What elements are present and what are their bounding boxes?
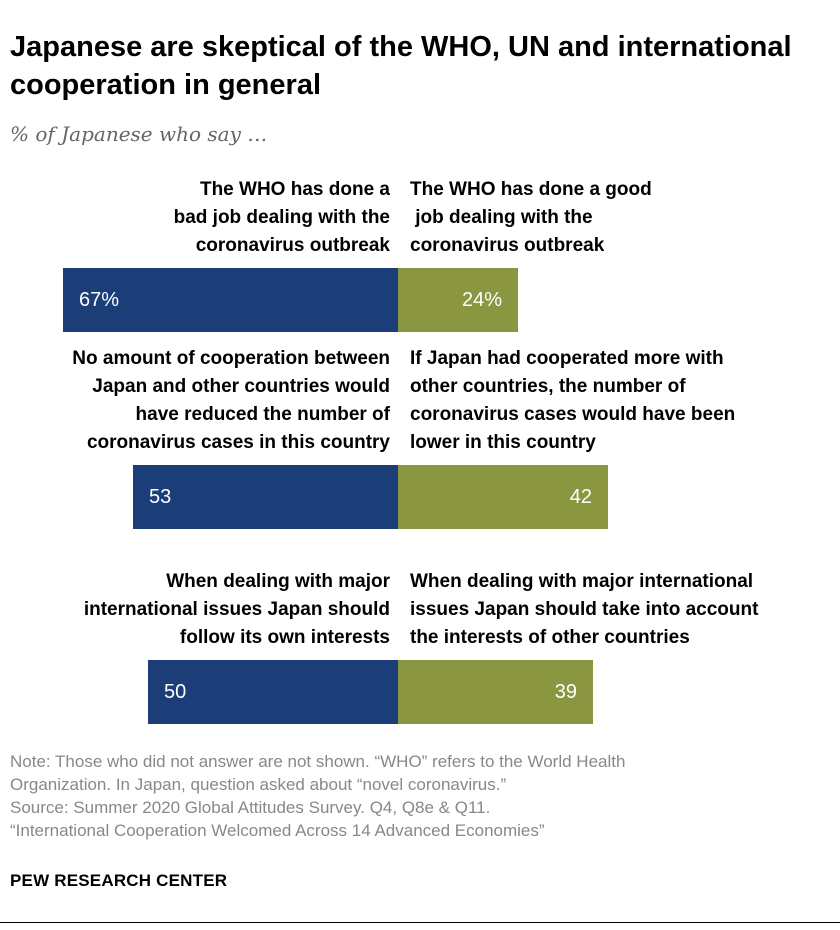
label-line: The WHO has done a	[199, 179, 390, 200]
label-line: bad job dealing with the	[173, 207, 390, 228]
label-line: coronavirus outbreak	[195, 235, 390, 256]
pew-logo-text: PEW RESEARCH CENTER	[10, 871, 228, 890]
bottom-rule	[0, 922, 840, 923]
left-bar	[63, 268, 398, 332]
label-line: coronavirus outbreak	[410, 235, 605, 256]
right-bar-value: 42	[569, 486, 592, 508]
left-bar	[133, 465, 398, 529]
label-line: The WHO has done a good	[410, 179, 652, 200]
left-bar-value: 50	[164, 681, 187, 703]
right-statement-label: When dealing with major international iss…	[410, 568, 838, 652]
label-line: If Japan had cooperated more with	[410, 348, 724, 369]
left-bar-value: 53	[149, 486, 172, 508]
right-statement-label: If Japan had cooperated more with other c…	[410, 345, 838, 457]
left-statement-label: No amount of cooperation between Japan an…	[0, 345, 390, 457]
label-line: When dealing with major international	[410, 571, 754, 592]
source-line: Source: Summer 2020 Global Attitudes Sur…	[10, 798, 491, 817]
label-line: the interests of other countries	[410, 627, 690, 648]
chart-subtitle: % of Japanese who say …	[10, 122, 268, 146]
chart-title: Japanese are skeptical of the WHO, UN an…	[10, 31, 792, 101]
label-line: issues Japan should take into account	[410, 599, 759, 620]
left-statement-label: The WHO has done a bad job dealing with t…	[0, 176, 390, 260]
label-line: job dealing with the	[410, 207, 593, 228]
notes-block: Note: Those who did not answer are not s…	[10, 750, 830, 842]
label-line: No amount of cooperation between	[72, 348, 390, 369]
label-line: other countries, the number of	[410, 376, 686, 397]
label-line: coronavirus cases would have been	[410, 404, 736, 425]
note-line: Organization. In Japan, question asked a…	[10, 775, 507, 794]
label-line: lower in this country	[410, 432, 596, 453]
note-line: Note: Those who did not answer are not s…	[10, 752, 626, 771]
right-bar	[398, 465, 608, 529]
right-bar	[398, 660, 593, 724]
label-line: When dealing with major	[166, 571, 390, 592]
right-bar	[398, 268, 518, 332]
left-statement-label: When dealing with major international iss…	[0, 568, 390, 652]
left-bar	[148, 660, 398, 724]
report-title-line: “International Cooperation Welcomed Acro…	[10, 821, 545, 840]
left-bar-value: 67%	[79, 289, 120, 311]
label-line: Japan and other countries would	[92, 376, 390, 397]
right-bar-value: 39	[554, 681, 577, 703]
label-line: international issues Japan should	[83, 599, 390, 620]
right-bar-value: 24%	[461, 289, 502, 311]
right-statement-label: The WHO has done a good job dealing with…	[410, 176, 838, 260]
label-line: follow its own interests	[179, 627, 390, 648]
label-line: have reduced the number of	[135, 404, 390, 425]
label-line: coronavirus cases in this country	[86, 432, 390, 453]
